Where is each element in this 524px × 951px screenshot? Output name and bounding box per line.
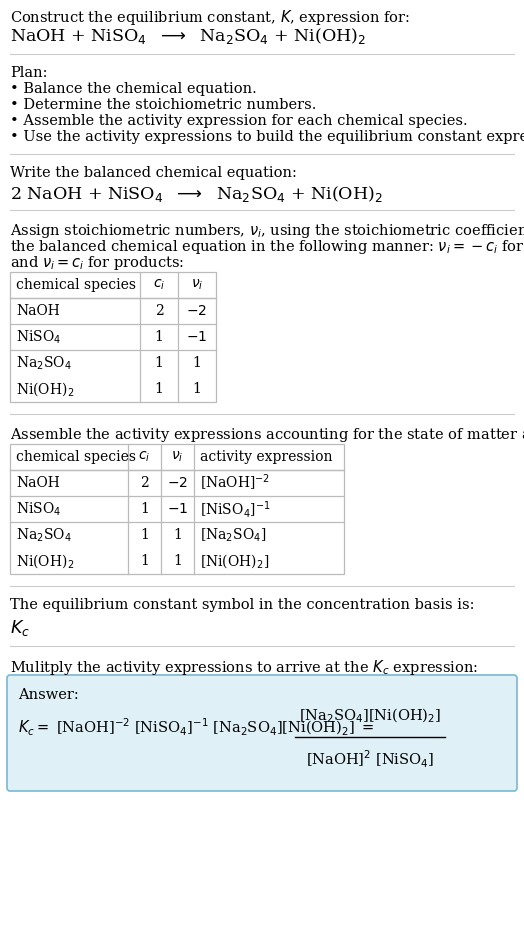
Text: Answer:: Answer: — [18, 688, 79, 702]
Text: NiSO$_4$: NiSO$_4$ — [16, 328, 61, 346]
Text: activity expression: activity expression — [200, 450, 333, 464]
Text: 2: 2 — [155, 304, 163, 318]
Text: $-1$: $-1$ — [187, 330, 208, 344]
Bar — [10, 272, 216, 402]
Text: $\nu_i$: $\nu_i$ — [171, 450, 184, 464]
Text: 1: 1 — [155, 330, 163, 344]
Text: [NaOH]$^2$ [NiSO$_4$]: [NaOH]$^2$ [NiSO$_4$] — [306, 749, 434, 770]
Bar — [10, 444, 344, 574]
Text: $\nu_i$: $\nu_i$ — [191, 278, 203, 292]
Text: Write the balanced chemical equation:: Write the balanced chemical equation: — [10, 166, 297, 180]
Text: 1: 1 — [155, 356, 163, 370]
Text: 1: 1 — [192, 356, 201, 370]
Text: NaOH: NaOH — [16, 476, 60, 490]
Text: [Ni(OH)$_2$]: [Ni(OH)$_2$] — [200, 553, 269, 570]
Text: 1: 1 — [140, 554, 149, 568]
Text: chemical species: chemical species — [16, 450, 136, 464]
Text: and $\nu_i = c_i$ for products:: and $\nu_i = c_i$ for products: — [10, 254, 184, 272]
Text: [NiSO$_4$]$^{-1}$: [NiSO$_4$]$^{-1}$ — [200, 498, 270, 519]
Text: The equilibrium constant symbol in the concentration basis is:: The equilibrium constant symbol in the c… — [10, 598, 475, 612]
Text: 1: 1 — [173, 554, 182, 568]
Text: Construct the equilibrium constant, $K$, expression for:: Construct the equilibrium constant, $K$,… — [10, 8, 410, 27]
Text: 2 NaOH + NiSO$_4$  $\longrightarrow$  Na$_2$SO$_4$ + Ni(OH)$_2$: 2 NaOH + NiSO$_4$ $\longrightarrow$ Na$_… — [10, 184, 383, 204]
Text: [Na$_2$SO$_4$][Ni(OH)$_2$]: [Na$_2$SO$_4$][Ni(OH)$_2$] — [299, 707, 441, 725]
Text: 1: 1 — [173, 528, 182, 542]
Text: Na$_2$SO$_4$: Na$_2$SO$_4$ — [16, 355, 72, 372]
Text: • Assemble the activity expression for each chemical species.: • Assemble the activity expression for e… — [10, 114, 467, 128]
Text: Mulitply the activity expressions to arrive at the $K_c$ expression:: Mulitply the activity expressions to arr… — [10, 658, 478, 677]
Text: $c_i$: $c_i$ — [153, 278, 165, 292]
Text: [Na$_2$SO$_4$]: [Na$_2$SO$_4$] — [200, 526, 266, 544]
Text: 1: 1 — [155, 382, 163, 396]
Text: Assign stoichiometric numbers, $\nu_i$, using the stoichiometric coefficients, $: Assign stoichiometric numbers, $\nu_i$, … — [10, 222, 524, 240]
Text: $K_c = $ [NaOH]$^{-2}$ [NiSO$_4$]$^{-1}$ [Na$_2$SO$_4$][Ni(OH)$_2$]$\ =\ $: $K_c = $ [NaOH]$^{-2}$ [NiSO$_4$]$^{-1}$… — [18, 716, 374, 738]
Text: • Balance the chemical equation.: • Balance the chemical equation. — [10, 82, 257, 96]
Text: $-2$: $-2$ — [187, 304, 208, 318]
Text: 2: 2 — [140, 476, 149, 490]
Text: Ni(OH)$_2$: Ni(OH)$_2$ — [16, 380, 74, 398]
Text: [NaOH]$^{-2}$: [NaOH]$^{-2}$ — [200, 473, 270, 494]
Text: 1: 1 — [192, 382, 201, 396]
Text: • Use the activity expressions to build the equilibrium constant expression.: • Use the activity expressions to build … — [10, 130, 524, 144]
Text: Ni(OH)$_2$: Ni(OH)$_2$ — [16, 553, 74, 570]
Text: Plan:: Plan: — [10, 66, 48, 80]
Text: Na$_2$SO$_4$: Na$_2$SO$_4$ — [16, 526, 72, 544]
Text: $K_c$: $K_c$ — [10, 618, 30, 638]
Text: Assemble the activity expressions accounting for the state of matter and $\nu_i$: Assemble the activity expressions accoun… — [10, 426, 524, 444]
Text: NaOH + NiSO$_4$  $\longrightarrow$  Na$_2$SO$_4$ + Ni(OH)$_2$: NaOH + NiSO$_4$ $\longrightarrow$ Na$_2$… — [10, 26, 366, 46]
Text: NaOH: NaOH — [16, 304, 60, 318]
Text: 1: 1 — [140, 502, 149, 516]
Text: NiSO$_4$: NiSO$_4$ — [16, 500, 61, 517]
Text: $-2$: $-2$ — [167, 476, 188, 490]
Text: 1: 1 — [140, 528, 149, 542]
FancyBboxPatch shape — [7, 675, 517, 791]
Text: the balanced chemical equation in the following manner: $\nu_i = -c_i$ for react: the balanced chemical equation in the fo… — [10, 238, 524, 256]
Text: $-1$: $-1$ — [167, 502, 188, 516]
Text: chemical species: chemical species — [16, 278, 136, 292]
Text: • Determine the stoichiometric numbers.: • Determine the stoichiometric numbers. — [10, 98, 316, 112]
Text: $c_i$: $c_i$ — [138, 450, 150, 464]
